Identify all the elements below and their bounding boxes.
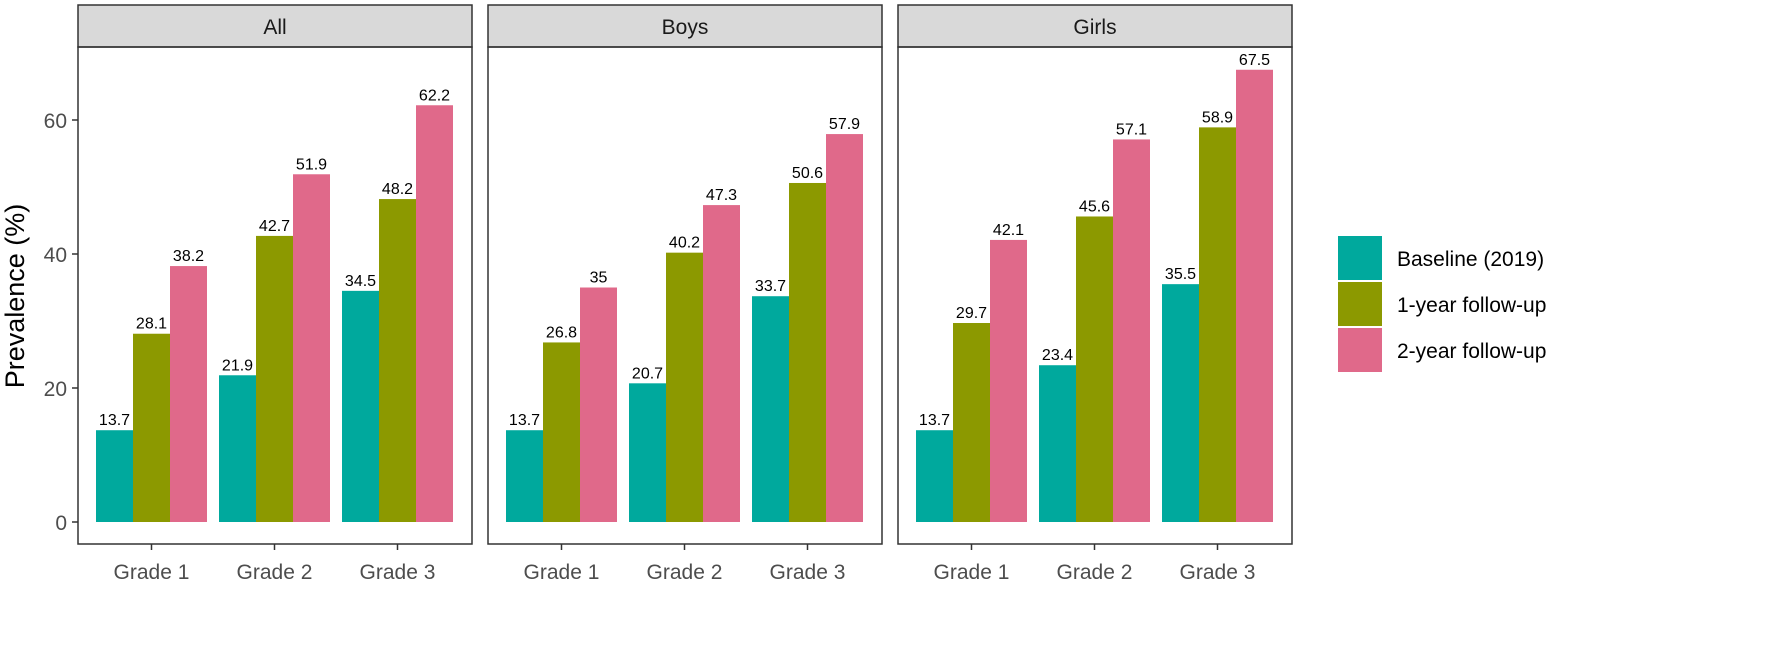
y-tick-label: 60	[44, 110, 67, 133]
bar	[1162, 284, 1199, 522]
x-tick-label: Grade 2	[1057, 561, 1133, 584]
y-axis-title: Prevalence (%)	[0, 204, 30, 389]
bar	[170, 266, 207, 522]
bar	[293, 174, 330, 522]
bar-value-label: 51.9	[296, 156, 327, 173]
bar-value-label: 13.7	[919, 412, 950, 429]
facet-strip	[897, 4, 1293, 48]
bar	[789, 182, 826, 523]
bar	[1076, 216, 1113, 523]
legend-label: Baseline (2019)	[1397, 248, 1544, 271]
bar	[826, 134, 863, 522]
bar-value-label: 26.8	[546, 324, 577, 341]
bar	[990, 239, 1027, 522]
bar	[379, 199, 416, 522]
bar-value-label: 50.6	[792, 165, 823, 182]
bar-value-label: 33.7	[755, 278, 786, 295]
bar	[1236, 69, 1273, 522]
legend-swatch	[1338, 236, 1382, 280]
bar-value-label: 34.5	[345, 273, 376, 290]
bar	[916, 430, 953, 522]
bar-value-label: 35.5	[1165, 266, 1196, 283]
facet-title: Girls	[1073, 16, 1116, 39]
x-tick-label: Grade 3	[770, 561, 846, 584]
bar	[416, 105, 453, 522]
bar-value-label: 28.1	[136, 316, 167, 333]
x-tick-label: Grade 2	[237, 561, 313, 584]
bar	[1039, 365, 1076, 522]
bar-value-label: 48.2	[382, 181, 413, 198]
bar-value-label: 42.1	[993, 222, 1024, 239]
bar	[666, 252, 703, 522]
bar-value-label: 35	[590, 270, 608, 287]
bar-value-label: 38.2	[173, 248, 204, 265]
bar	[629, 383, 666, 522]
facet-title: All	[263, 16, 286, 39]
bar	[96, 430, 133, 522]
bar-value-label: 20.7	[632, 365, 663, 382]
bar	[953, 323, 990, 522]
x-tick-label: Grade 1	[524, 561, 600, 584]
x-tick-label: Grade 1	[934, 561, 1010, 584]
bar-value-label: 62.2	[419, 87, 450, 104]
bar-value-label: 29.7	[956, 305, 987, 322]
legend-swatch	[1338, 328, 1382, 372]
bar-value-label: 58.9	[1202, 109, 1233, 126]
bar-value-label: 13.7	[509, 412, 540, 429]
x-tick-label: Grade 3	[360, 561, 436, 584]
bar	[703, 205, 740, 522]
x-tick-label: Grade 1	[114, 561, 190, 584]
bar	[506, 430, 543, 522]
bar-value-label: 45.6	[1079, 198, 1110, 215]
bar-value-label: 57.1	[1116, 121, 1147, 138]
bar-value-label: 57.9	[829, 116, 860, 133]
bar	[1199, 127, 1236, 523]
bar-value-label: 47.3	[706, 187, 737, 204]
y-tick-label: 20	[44, 378, 67, 401]
bar-value-label: 40.2	[669, 235, 700, 252]
facet-strip	[487, 4, 883, 48]
bar-value-label: 13.7	[99, 412, 130, 429]
y-tick-label: 40	[44, 244, 67, 267]
bar	[543, 342, 580, 522]
y-tick-label: 0	[55, 512, 67, 535]
bar-value-label: 23.4	[1042, 347, 1073, 364]
bar-value-label: 42.7	[259, 218, 290, 235]
facet-strip	[77, 4, 473, 48]
bar	[1113, 139, 1150, 522]
legend-swatch	[1338, 282, 1382, 326]
x-tick-label: Grade 2	[647, 561, 723, 584]
bar	[752, 296, 789, 522]
bar	[219, 375, 256, 522]
legend-label: 1-year follow-up	[1397, 294, 1546, 317]
facet-title: Boys	[662, 16, 709, 39]
bar	[580, 287, 617, 522]
x-tick-label: Grade 3	[1180, 561, 1256, 584]
bar-value-label: 67.5	[1239, 52, 1270, 69]
legend-label: 2-year follow-up	[1397, 340, 1546, 363]
bar	[133, 333, 170, 522]
bar	[342, 290, 379, 522]
bar	[256, 235, 293, 522]
bar-value-label: 21.9	[222, 357, 253, 374]
